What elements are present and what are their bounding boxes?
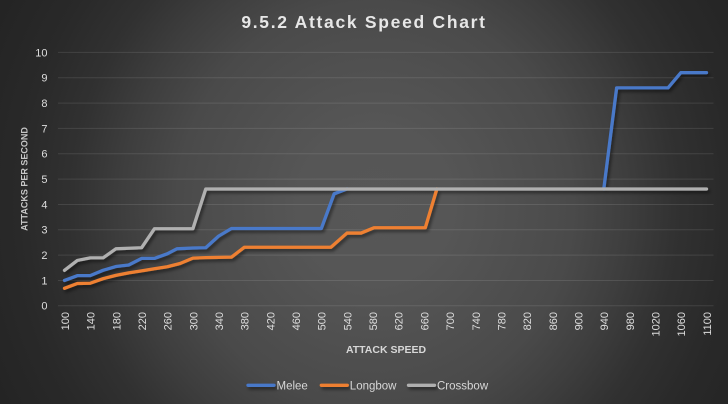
svg-text:Longbow: Longbow (350, 381, 397, 393)
svg-text:860: 860 (548, 312, 560, 330)
svg-text:100: 100 (60, 312, 72, 330)
svg-text:420: 420 (265, 312, 277, 330)
svg-text:780: 780 (496, 312, 508, 330)
svg-text:7: 7 (41, 123, 47, 135)
svg-text:340: 340 (214, 312, 226, 330)
svg-text:380: 380 (240, 312, 252, 330)
svg-text:300: 300 (188, 312, 200, 330)
svg-text:220: 220 (137, 312, 149, 330)
svg-text:460: 460 (291, 312, 303, 330)
svg-text:820: 820 (522, 312, 534, 330)
svg-text:3: 3 (41, 225, 47, 237)
svg-text:940: 940 (599, 312, 611, 330)
svg-text:540: 540 (342, 312, 354, 330)
svg-text:1020: 1020 (651, 312, 663, 336)
svg-text:6: 6 (41, 149, 47, 161)
svg-text:2: 2 (41, 250, 47, 262)
svg-text:260: 260 (163, 312, 175, 330)
svg-text:ATTACKS PER SECOND: ATTACKS PER SECOND (20, 127, 30, 231)
svg-text:Crossbow: Crossbow (437, 381, 489, 393)
svg-text:1100: 1100 (702, 312, 714, 336)
svg-text:5: 5 (41, 174, 47, 186)
svg-text:4: 4 (41, 199, 47, 211)
svg-text:10: 10 (35, 47, 47, 59)
svg-text:8: 8 (41, 98, 47, 110)
svg-text:1: 1 (41, 275, 47, 287)
svg-text:9.5.2 Attack Speed Chart: 9.5.2 Attack Speed Chart (241, 12, 486, 32)
svg-text:180: 180 (111, 312, 123, 330)
svg-text:140: 140 (86, 312, 98, 330)
svg-text:500: 500 (317, 312, 329, 330)
svg-text:9: 9 (41, 73, 47, 85)
svg-text:900: 900 (574, 312, 586, 330)
svg-text:740: 740 (471, 312, 483, 330)
svg-text:660: 660 (419, 312, 431, 330)
svg-text:620: 620 (394, 312, 406, 330)
svg-text:700: 700 (445, 312, 457, 330)
svg-text:Melee: Melee (277, 381, 308, 393)
svg-text:ATTACK SPEED: ATTACK SPEED (346, 344, 427, 356)
svg-text:580: 580 (368, 312, 380, 330)
svg-text:1060: 1060 (676, 312, 688, 336)
svg-text:0: 0 (41, 301, 47, 313)
svg-text:980: 980 (625, 312, 637, 330)
